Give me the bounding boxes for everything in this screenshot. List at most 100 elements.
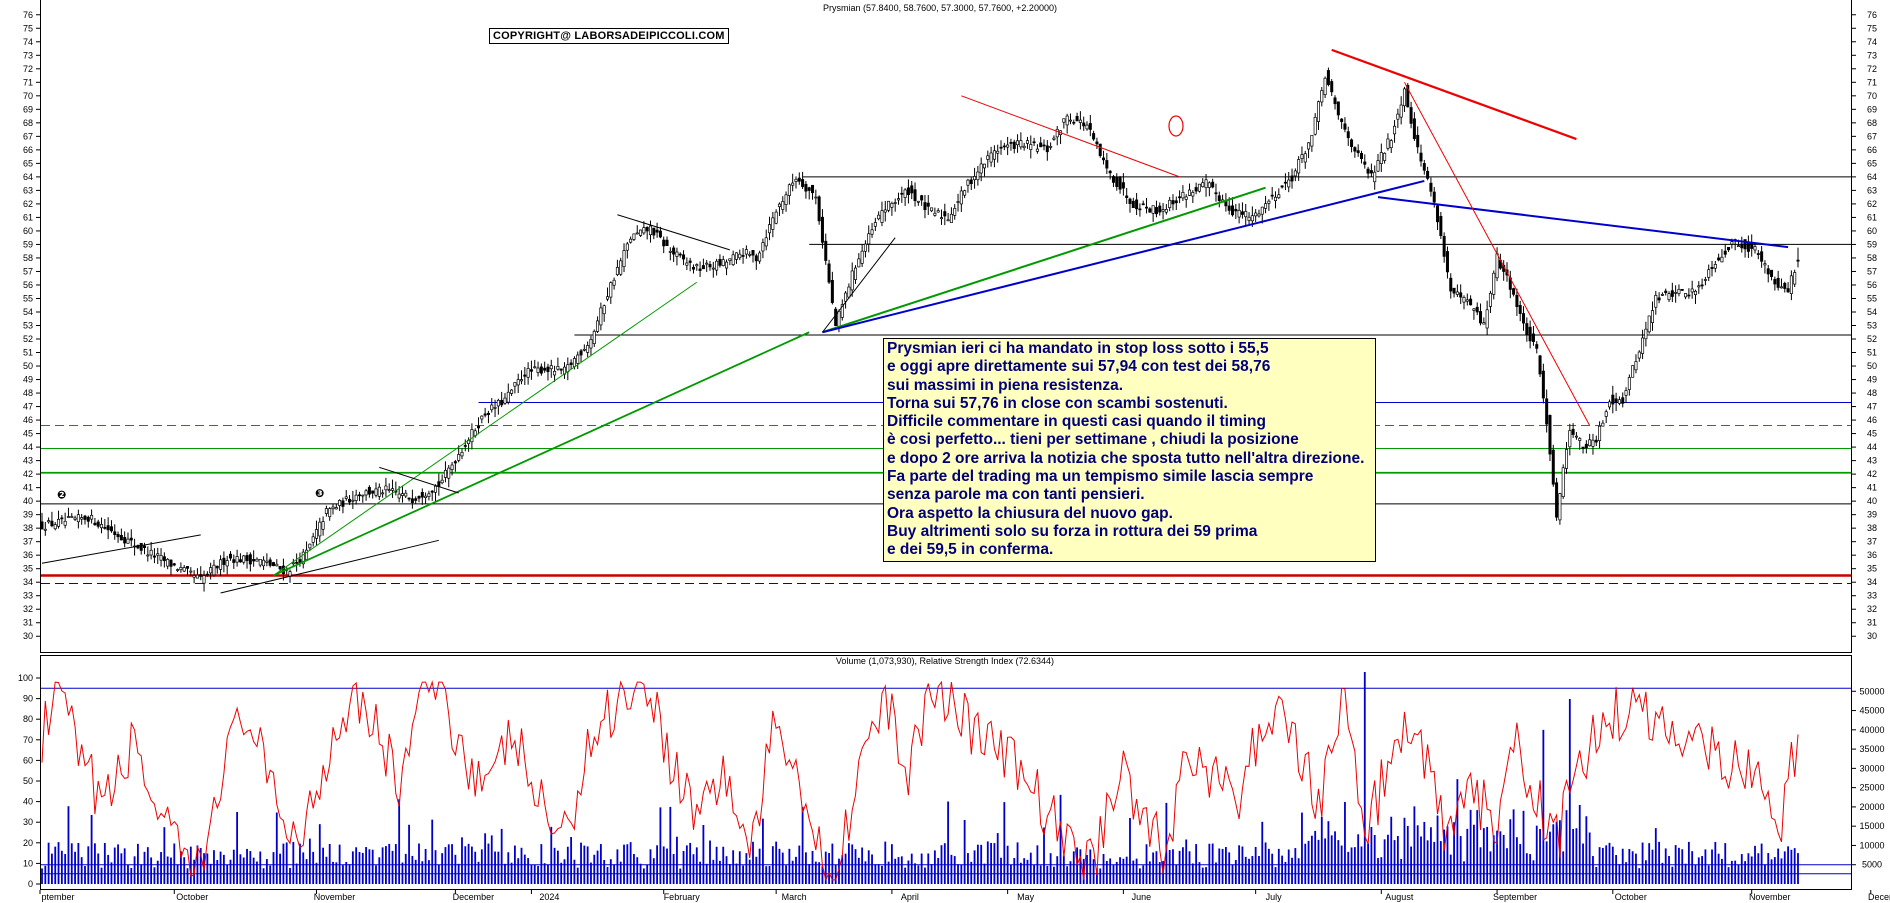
x-axis-label: September bbox=[1493, 892, 1537, 902]
candle-body bbox=[1068, 119, 1072, 122]
candle-body bbox=[854, 267, 858, 280]
candle-body bbox=[586, 345, 590, 353]
candle-body bbox=[870, 229, 874, 235]
y-tick-label: 72 bbox=[1867, 64, 1877, 74]
candle-body bbox=[953, 208, 957, 216]
candle-body bbox=[278, 566, 282, 570]
candle-body bbox=[1459, 292, 1463, 298]
y-tick-label: 48 bbox=[23, 388, 33, 398]
candle-body bbox=[933, 212, 937, 216]
candle-body bbox=[1184, 196, 1188, 200]
candle-body bbox=[1545, 398, 1549, 425]
candle-body bbox=[83, 515, 87, 520]
candle-body bbox=[873, 222, 877, 227]
y-tick-label: 54 bbox=[23, 307, 33, 317]
y-tick-label: 35 bbox=[23, 564, 33, 574]
candle-body bbox=[1574, 435, 1578, 438]
candle-body bbox=[910, 185, 914, 194]
note-line: Fa parte del trading ma un tempismo simi… bbox=[887, 468, 1314, 486]
candle-body bbox=[60, 517, 64, 520]
candle-body bbox=[209, 567, 213, 574]
trendline bbox=[1331, 48, 1577, 141]
candle-body bbox=[248, 554, 252, 565]
candle-body bbox=[443, 469, 447, 478]
candle-body bbox=[1492, 272, 1496, 295]
y-tick-label: 30 bbox=[23, 631, 33, 641]
candle-body bbox=[734, 252, 738, 260]
candle-body bbox=[348, 498, 352, 503]
candle-body bbox=[1171, 200, 1175, 205]
candle-body bbox=[344, 496, 348, 499]
candle-body bbox=[1254, 212, 1258, 217]
commentary-box: Prysmian ieri ci ha mandato in stop loss… bbox=[883, 338, 1376, 562]
note-line: Torna sui 57,76 in close con scambi sost… bbox=[887, 394, 1228, 412]
candle-body bbox=[1677, 288, 1681, 294]
y-tick-label: 74 bbox=[1867, 37, 1877, 47]
candle-body bbox=[1736, 245, 1740, 248]
candle-body bbox=[450, 464, 454, 470]
candle-body bbox=[612, 279, 616, 286]
candle-body bbox=[490, 404, 494, 411]
candle-body bbox=[1201, 182, 1205, 188]
candle-body bbox=[1002, 145, 1006, 148]
candle-body bbox=[711, 267, 715, 270]
candle-body bbox=[1049, 146, 1053, 148]
candle-body bbox=[777, 203, 781, 208]
candle-body bbox=[1022, 145, 1026, 149]
candle-body bbox=[1604, 411, 1608, 417]
candle-body bbox=[1214, 192, 1218, 195]
candle-body bbox=[1766, 268, 1770, 275]
y-tick-label: 45 bbox=[23, 429, 33, 439]
candle-body bbox=[1353, 147, 1357, 152]
candle-body bbox=[367, 487, 371, 495]
candle-body bbox=[824, 240, 828, 261]
y-tick-label: 50 bbox=[23, 361, 33, 371]
candlesticks bbox=[40, 67, 1800, 592]
candle-body bbox=[1436, 205, 1440, 223]
candle-body bbox=[295, 561, 299, 564]
candle-body bbox=[1611, 394, 1615, 405]
candle-body bbox=[1188, 189, 1192, 196]
candle-body bbox=[1416, 134, 1420, 148]
candle-body bbox=[913, 189, 917, 202]
candle-body bbox=[1469, 298, 1473, 306]
candle-body bbox=[939, 217, 944, 220]
candle-body bbox=[123, 537, 127, 544]
indicator-pane: Volume (1,073,930), Relative Strength In… bbox=[18, 655, 1885, 890]
rsi-tick-label: 20 bbox=[23, 838, 33, 848]
x-axis-labels: ptember October November December 2024 Februa… bbox=[39, 890, 1890, 902]
trendline bbox=[961, 95, 1180, 178]
candle-body bbox=[1598, 425, 1602, 441]
y-tick-label: 69 bbox=[23, 104, 33, 114]
wave-marker: ❸ bbox=[315, 487, 324, 500]
y-tick-label: 30 bbox=[1867, 631, 1877, 641]
candle-body bbox=[1333, 97, 1337, 105]
candle-body bbox=[1264, 203, 1268, 209]
candle-body bbox=[1006, 144, 1010, 148]
candle-body bbox=[404, 492, 408, 497]
candle-body bbox=[1644, 328, 1648, 340]
candle-body bbox=[668, 250, 672, 253]
candle-body bbox=[1465, 299, 1469, 302]
y-tick-label: 53 bbox=[1867, 321, 1877, 331]
candle-body bbox=[453, 461, 457, 464]
candle-body bbox=[1773, 279, 1777, 285]
candle-body bbox=[1356, 150, 1360, 154]
trendline bbox=[379, 466, 459, 494]
y-tick-label: 47 bbox=[23, 402, 33, 412]
candle-body bbox=[63, 520, 67, 526]
candle-body bbox=[354, 494, 358, 501]
candle-body bbox=[979, 163, 983, 174]
candle-body bbox=[748, 254, 752, 256]
candle-body bbox=[1280, 185, 1284, 188]
y-tick-label: 75 bbox=[1867, 23, 1877, 33]
candle-body bbox=[1164, 209, 1168, 213]
candle-body bbox=[1178, 196, 1182, 199]
y-tick-label: 50 bbox=[1867, 361, 1877, 371]
candle-body bbox=[1746, 243, 1750, 252]
candle-body bbox=[318, 521, 322, 537]
candle-body bbox=[959, 190, 963, 205]
y-tick-label: 44 bbox=[23, 442, 33, 452]
candle-body bbox=[1125, 195, 1129, 198]
